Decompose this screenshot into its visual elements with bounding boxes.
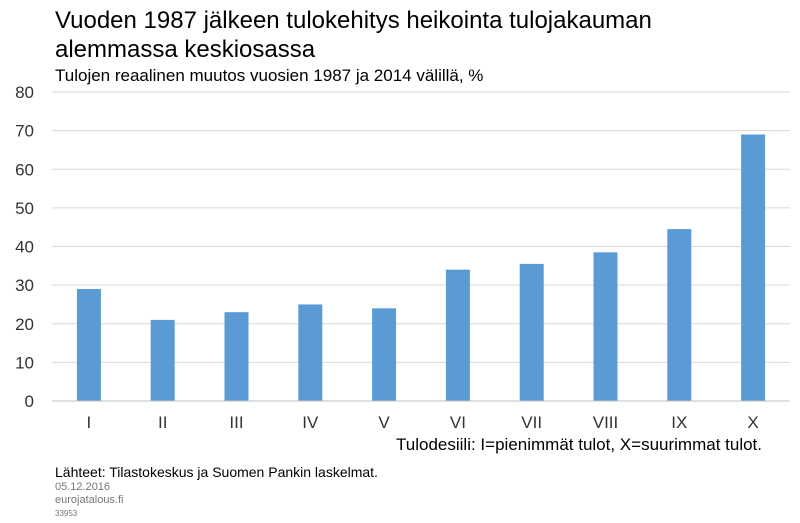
- publish-date: 05.12.2016: [55, 481, 111, 493]
- y-tick-label: 50: [15, 199, 34, 218]
- site-name: eurojatalous.fi: [55, 494, 124, 506]
- x-tick-label: V: [378, 413, 390, 432]
- bar-I: [76, 288, 101, 401]
- bar-V: [372, 308, 397, 401]
- y-tick-label: 10: [15, 353, 34, 372]
- bar-VIII: [593, 252, 618, 401]
- bar-III: [224, 312, 249, 401]
- gridlines: [52, 91, 790, 363]
- chart-code: 33953: [55, 509, 78, 518]
- y-axis-ticks: 0 10 20 30 40 50 60 70 80: [15, 83, 34, 411]
- y-tick-label: 0: [25, 392, 34, 411]
- bar-VII: [519, 263, 544, 401]
- x-axis-label: Tulodesiili: I=pienimmät tulot, X=suurim…: [396, 435, 762, 454]
- chart-subtitle: Tulojen reaalinen muutos vuosien 1987 ja…: [55, 66, 484, 85]
- x-tick-label: III: [229, 413, 243, 432]
- x-tick-label: IV: [302, 413, 319, 432]
- x-tick-label: VII: [521, 413, 542, 432]
- bar-IV: [298, 304, 323, 401]
- x-tick-label: VI: [450, 413, 466, 432]
- source-note: Lähteet: Tilastokeskus ja Suomen Pankin …: [55, 464, 378, 480]
- bar-II: [150, 319, 175, 401]
- bars: [76, 134, 766, 402]
- y-tick-label: 30: [15, 276, 34, 295]
- bar-X: [741, 134, 766, 402]
- y-tick-label: 60: [15, 160, 34, 179]
- y-tick-label: 20: [15, 315, 34, 334]
- chart-title: Vuoden 1987 jälkeen tulokehitys heikoint…: [55, 7, 652, 63]
- bar-IX: [667, 229, 692, 401]
- y-tick-label: 40: [15, 238, 34, 257]
- bar-VI: [445, 269, 470, 401]
- x-tick-label: X: [747, 413, 758, 432]
- y-tick-label: 80: [15, 83, 34, 102]
- y-tick-label: 70: [15, 122, 34, 141]
- x-axis-ticks: I II III IV V VI VII VIII IX X: [87, 413, 759, 432]
- x-tick-label: II: [158, 413, 167, 432]
- x-tick-label: IX: [671, 413, 687, 432]
- x-tick-label: I: [87, 413, 92, 432]
- x-tick-label: VIII: [593, 413, 619, 432]
